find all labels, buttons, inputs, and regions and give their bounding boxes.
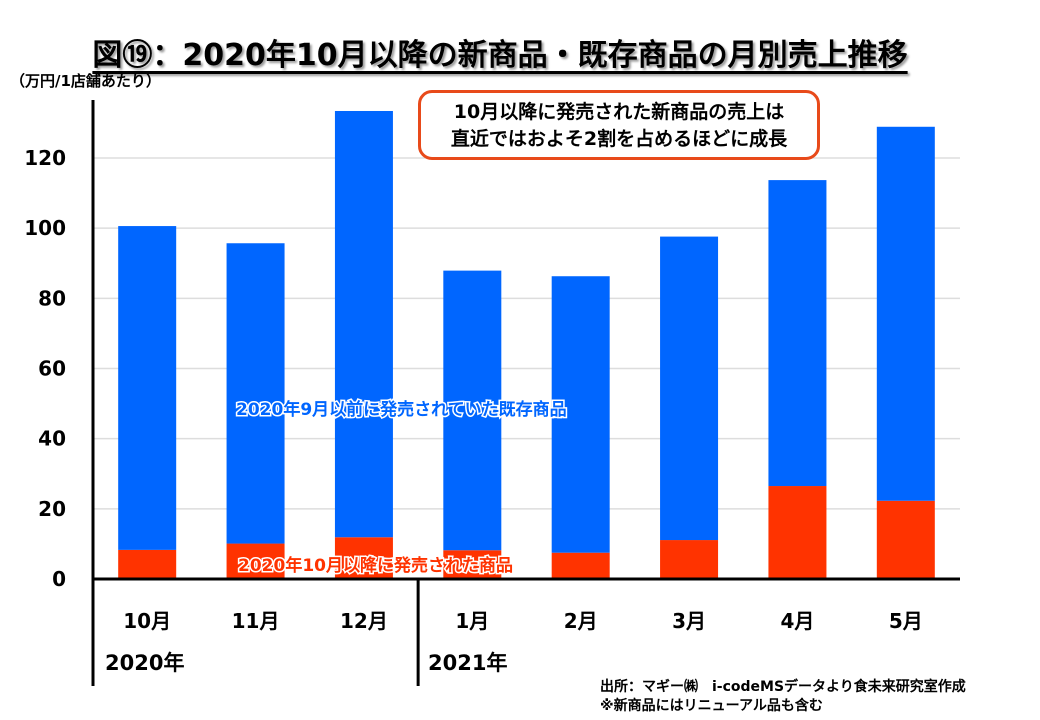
x-category-label: 4月 bbox=[780, 609, 814, 633]
footnote-line: ※新商品にはリニューアル品も含む bbox=[600, 698, 823, 714]
bar-segment-existing bbox=[660, 236, 719, 541]
x-category-label: 5月 bbox=[889, 609, 923, 633]
bar-segment-existing bbox=[334, 110, 393, 538]
gridlines bbox=[93, 157, 960, 510]
y-tick-label: 120 bbox=[24, 146, 66, 170]
y-axis-unit-label: （万円/1店舗あたり） bbox=[10, 72, 161, 90]
year-labels: 2020年 2021年 bbox=[105, 651, 507, 675]
x-category-labels: 10月 11月 12月 1月 2月 3月 4月 5月 bbox=[123, 609, 923, 633]
x-category-label: 3月 bbox=[672, 609, 706, 633]
source-note: 出所：マギー㈱ i-codeMSデータより食未来研究室作成 ※新商品にはリニュー… bbox=[600, 678, 966, 716]
bar-segment-new bbox=[768, 486, 827, 579]
x-category-label: 12月 bbox=[340, 609, 388, 633]
bar-segment-new bbox=[660, 540, 719, 579]
y-tick-label: 100 bbox=[24, 216, 66, 240]
bar-segment-existing bbox=[226, 243, 285, 544]
bar-segment-existing bbox=[551, 276, 610, 553]
callout-line-2: 直近ではおよそ2割を占めるほどに成長 bbox=[450, 128, 788, 150]
x-category-label: 2月 bbox=[564, 609, 598, 633]
y-tick-label: 80 bbox=[38, 286, 66, 310]
series-label-new: 2020年10月以降に発売された商品 bbox=[238, 555, 513, 576]
y-tick-label: 40 bbox=[38, 427, 66, 451]
y-tick-label: 0 bbox=[52, 567, 66, 591]
axes bbox=[91, 100, 960, 686]
bar-segment-new bbox=[443, 550, 502, 579]
x-category-label: 11月 bbox=[232, 609, 280, 633]
callout-box: 10月以降に発売された新商品の売上は 直近ではおよそ2割を占めるほどに成長 bbox=[418, 90, 820, 160]
series-label-existing: 2020年9月以前に発売されていた既存商品 bbox=[236, 399, 567, 420]
bar-segment-new bbox=[334, 537, 393, 579]
bar-segment-existing bbox=[118, 226, 177, 550]
bar-segment-existing bbox=[443, 270, 502, 551]
bar-segment-new bbox=[551, 552, 610, 579]
x-category-label: 10月 bbox=[123, 609, 171, 633]
y-tick-label: 20 bbox=[38, 497, 66, 521]
y-tick-labels: 0 20 40 60 80 100 120 bbox=[24, 146, 66, 591]
source-line: 出所：マギー㈱ i-codeMSデータより食未来研究室作成 bbox=[600, 679, 966, 695]
x-category-label: 1月 bbox=[455, 609, 489, 633]
bars bbox=[118, 110, 935, 579]
year-label: 2020年 bbox=[105, 651, 184, 675]
y-tick-label: 60 bbox=[38, 357, 66, 381]
bar-segment-existing bbox=[768, 180, 827, 487]
bar-segment-new bbox=[226, 543, 285, 579]
chart-title: 図⑲：2020年10月以降の新商品・既存商品の月別売上推移 bbox=[92, 38, 908, 73]
year-label: 2021年 bbox=[428, 651, 507, 675]
callout-line-1: 10月以降に発売された新商品の売上は bbox=[453, 101, 785, 123]
bar-segment-existing bbox=[876, 126, 935, 501]
bar-segment-new bbox=[876, 500, 935, 579]
bar-segment-new bbox=[118, 549, 177, 579]
